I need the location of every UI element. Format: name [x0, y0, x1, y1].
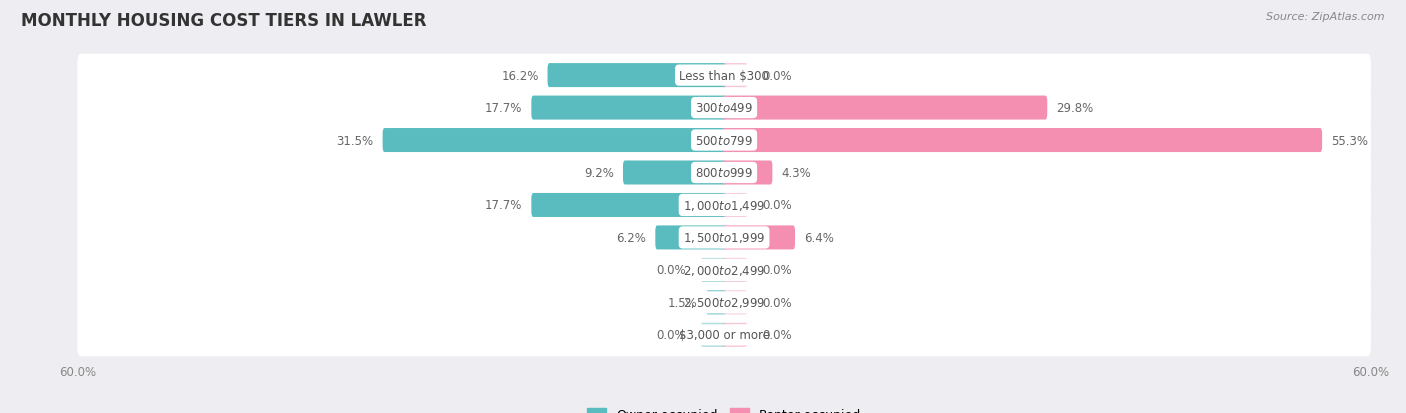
Legend: Owner-occupied, Renter-occupied: Owner-occupied, Renter-occupied — [588, 408, 860, 413]
Text: 55.3%: 55.3% — [1331, 134, 1368, 147]
FancyBboxPatch shape — [723, 323, 748, 347]
FancyBboxPatch shape — [77, 249, 1371, 292]
FancyBboxPatch shape — [723, 291, 748, 315]
FancyBboxPatch shape — [77, 216, 1371, 259]
Text: 0.0%: 0.0% — [762, 296, 792, 309]
Text: $2,500 to $2,999: $2,500 to $2,999 — [683, 296, 765, 310]
FancyBboxPatch shape — [700, 323, 725, 347]
FancyBboxPatch shape — [77, 184, 1371, 227]
Text: 1.5%: 1.5% — [668, 296, 697, 309]
Text: 6.4%: 6.4% — [804, 231, 834, 244]
Text: 0.0%: 0.0% — [762, 69, 792, 83]
Text: $2,000 to $2,499: $2,000 to $2,499 — [683, 263, 765, 277]
Text: 0.0%: 0.0% — [657, 328, 686, 342]
Text: 0.0%: 0.0% — [762, 199, 792, 212]
FancyBboxPatch shape — [655, 226, 725, 250]
Text: MONTHLY HOUSING COST TIERS IN LAWLER: MONTHLY HOUSING COST TIERS IN LAWLER — [21, 12, 426, 30]
Text: 0.0%: 0.0% — [762, 328, 792, 342]
Text: 9.2%: 9.2% — [585, 166, 614, 180]
Text: 17.7%: 17.7% — [485, 102, 523, 115]
Text: $300 to $499: $300 to $499 — [695, 102, 754, 115]
FancyBboxPatch shape — [723, 258, 748, 282]
FancyBboxPatch shape — [77, 87, 1371, 130]
FancyBboxPatch shape — [723, 161, 772, 185]
Text: 6.2%: 6.2% — [617, 231, 647, 244]
Text: 0.0%: 0.0% — [762, 264, 792, 277]
FancyBboxPatch shape — [723, 96, 1047, 120]
FancyBboxPatch shape — [700, 258, 725, 282]
FancyBboxPatch shape — [77, 313, 1371, 356]
FancyBboxPatch shape — [77, 281, 1371, 324]
FancyBboxPatch shape — [723, 226, 794, 250]
Text: 17.7%: 17.7% — [485, 199, 523, 212]
FancyBboxPatch shape — [723, 64, 748, 88]
FancyBboxPatch shape — [531, 96, 725, 120]
FancyBboxPatch shape — [706, 291, 725, 315]
Text: $500 to $799: $500 to $799 — [695, 134, 754, 147]
FancyBboxPatch shape — [531, 193, 725, 218]
Text: 29.8%: 29.8% — [1056, 102, 1094, 115]
Text: $1,500 to $1,999: $1,500 to $1,999 — [683, 231, 765, 245]
Text: Source: ZipAtlas.com: Source: ZipAtlas.com — [1267, 12, 1385, 22]
Text: $800 to $999: $800 to $999 — [695, 166, 754, 180]
Text: $1,000 to $1,499: $1,000 to $1,499 — [683, 199, 765, 212]
FancyBboxPatch shape — [623, 161, 725, 185]
FancyBboxPatch shape — [723, 129, 1322, 153]
FancyBboxPatch shape — [723, 193, 748, 218]
Text: 4.3%: 4.3% — [782, 166, 811, 180]
FancyBboxPatch shape — [547, 64, 725, 88]
Text: 16.2%: 16.2% — [502, 69, 538, 83]
FancyBboxPatch shape — [77, 55, 1371, 97]
Text: 31.5%: 31.5% — [336, 134, 374, 147]
Text: Less than $300: Less than $300 — [679, 69, 769, 83]
Text: 0.0%: 0.0% — [657, 264, 686, 277]
Text: $3,000 or more: $3,000 or more — [679, 328, 769, 342]
FancyBboxPatch shape — [77, 119, 1371, 162]
FancyBboxPatch shape — [77, 152, 1371, 195]
FancyBboxPatch shape — [382, 129, 725, 153]
